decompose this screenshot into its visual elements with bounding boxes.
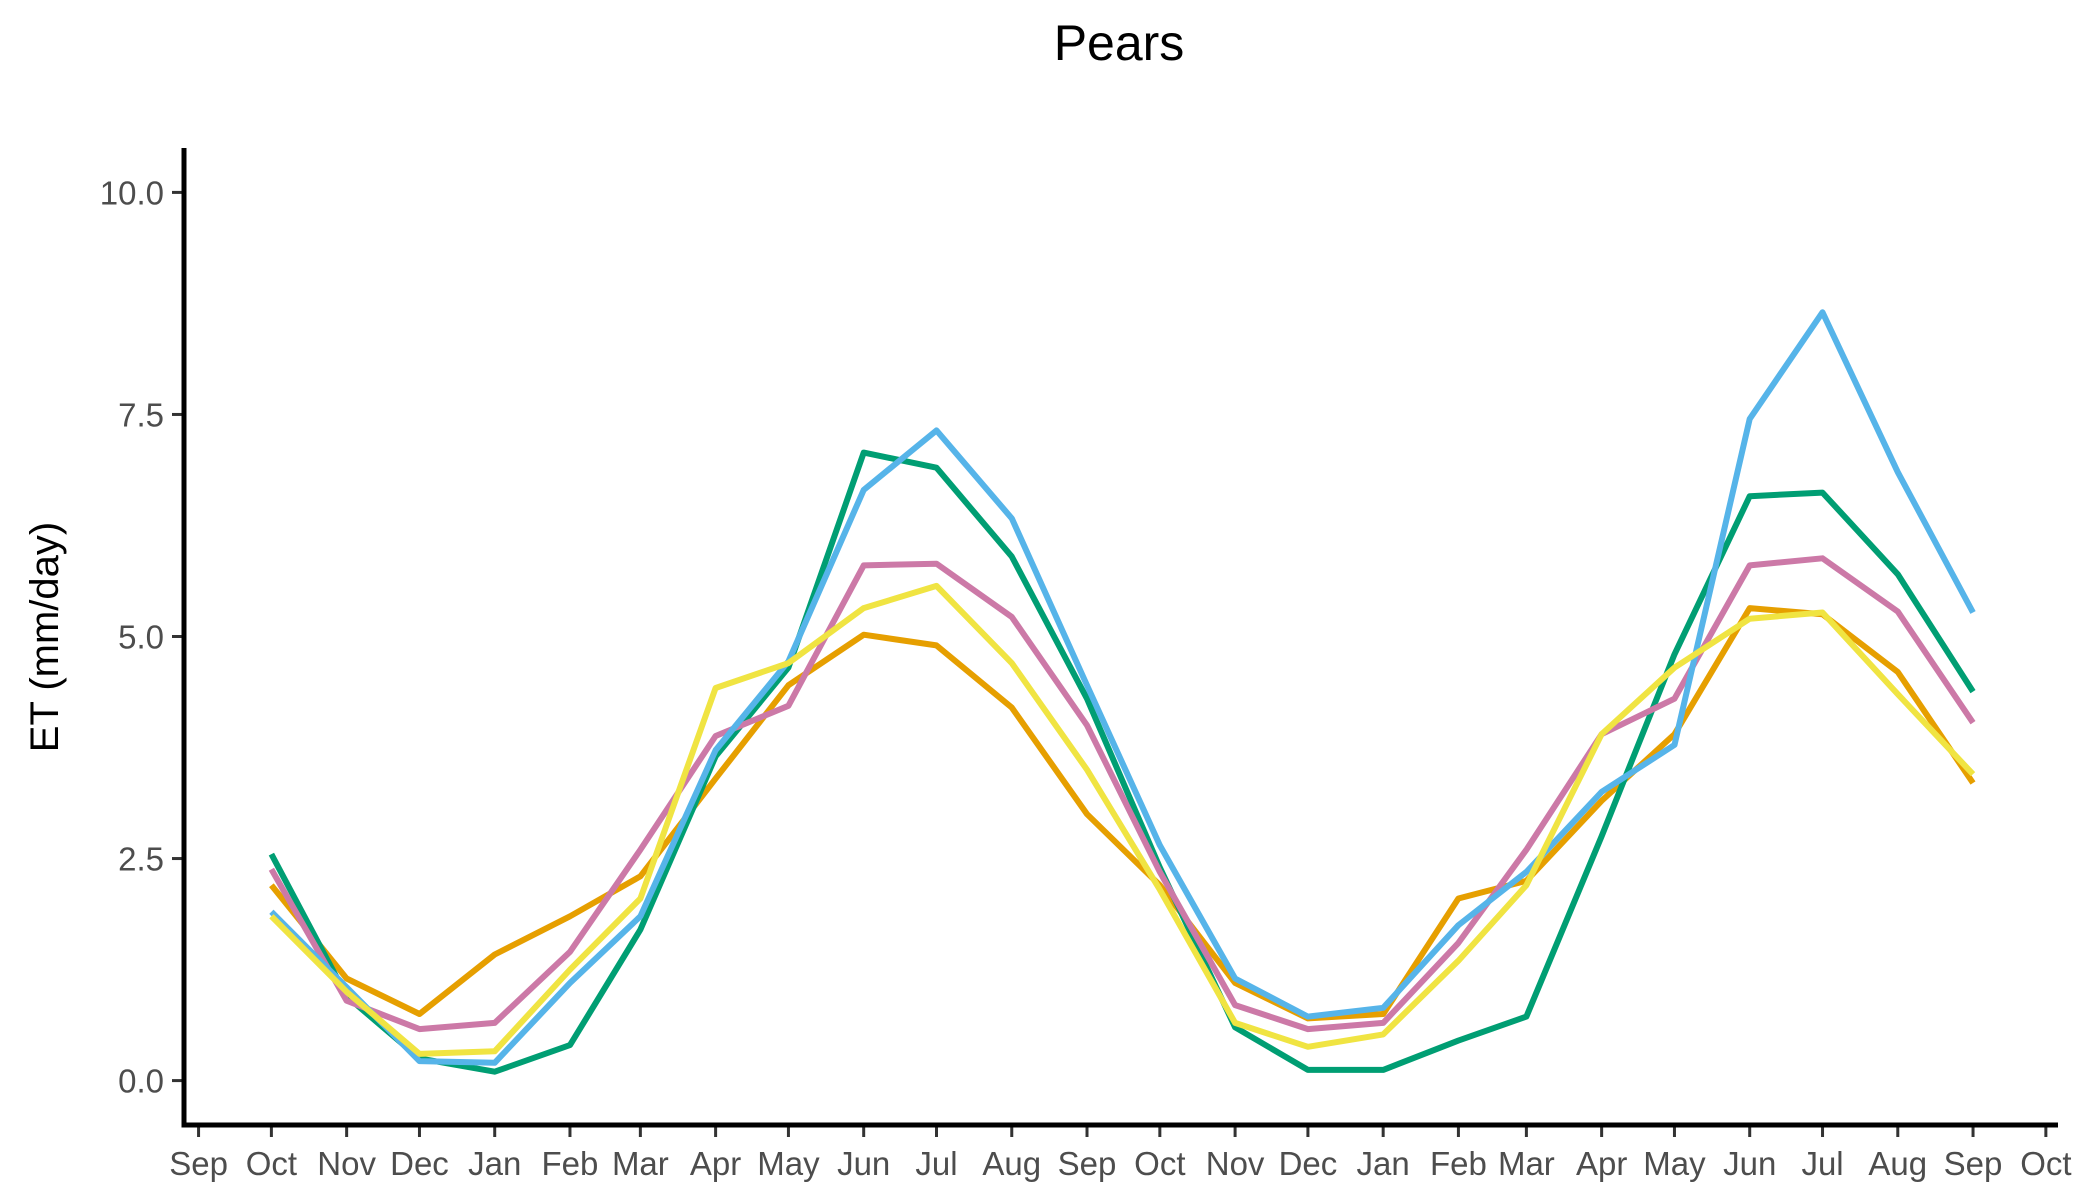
- x-tick-label: Oct: [1134, 1145, 1185, 1182]
- y-tick-label: 5.0: [118, 619, 164, 656]
- series-line-1: [269, 605, 1976, 1022]
- y-axis-ticks: 0.0 2.5 5.0 7.5 10.0: [100, 174, 184, 1100]
- x-tick-label: Sep: [1058, 1145, 1117, 1182]
- x-tick-label: Aug: [982, 1145, 1041, 1182]
- x-tick-label: Jul: [915, 1145, 957, 1182]
- y-tick-label: 2.5: [118, 841, 164, 878]
- x-tick-label: Mar: [612, 1145, 669, 1182]
- x-tick-label: Jun: [837, 1145, 890, 1182]
- y-tick-label: 7.5: [118, 396, 164, 433]
- x-tick-label: Sep: [1944, 1145, 2003, 1182]
- x-tick-label: Apr: [690, 1145, 741, 1182]
- x-tick-label: Aug: [1868, 1145, 1927, 1182]
- y-tick-label: 10.0: [100, 174, 164, 211]
- series-lines: [268, 309, 1976, 1075]
- x-tick-label: Feb: [1430, 1145, 1487, 1182]
- x-tick-label: Dec: [1279, 1145, 1338, 1182]
- series-line-5: [269, 582, 1976, 1057]
- x-tick-label: Nov: [317, 1145, 376, 1182]
- x-tick-label: Jun: [1723, 1145, 1776, 1182]
- x-axis-ticks: Sep Oct Nov Dec Jan Feb Mar Apr May Jun Jul Aug Sep O…: [169, 1125, 2072, 1182]
- x-tick-label: Sep: [169, 1145, 228, 1182]
- x-tick-label: May: [1643, 1145, 1706, 1182]
- y-tick-label: 0.0: [118, 1063, 164, 1100]
- x-tick-label: Dec: [390, 1145, 449, 1182]
- x-tick-label: May: [757, 1145, 820, 1182]
- x-tick-label: Oct: [2020, 1145, 2071, 1182]
- series-line-3: [268, 555, 1976, 1033]
- series-line-4: [269, 309, 1976, 1066]
- series-line-2: [268, 449, 1976, 1075]
- x-tick-label: Nov: [1206, 1145, 1265, 1182]
- x-tick-label: Jan: [468, 1145, 521, 1182]
- chart-title: Pears: [1054, 15, 1185, 71]
- y-axis-title: ET (mm/day): [23, 522, 67, 752]
- x-tick-label: Apr: [1576, 1145, 1627, 1182]
- x-tick-label: Oct: [246, 1145, 297, 1182]
- x-tick-label: Jul: [1801, 1145, 1843, 1182]
- x-tick-label: Jan: [1357, 1145, 1410, 1182]
- x-tick-label: Mar: [1498, 1145, 1555, 1182]
- x-tick-label: Feb: [542, 1145, 599, 1182]
